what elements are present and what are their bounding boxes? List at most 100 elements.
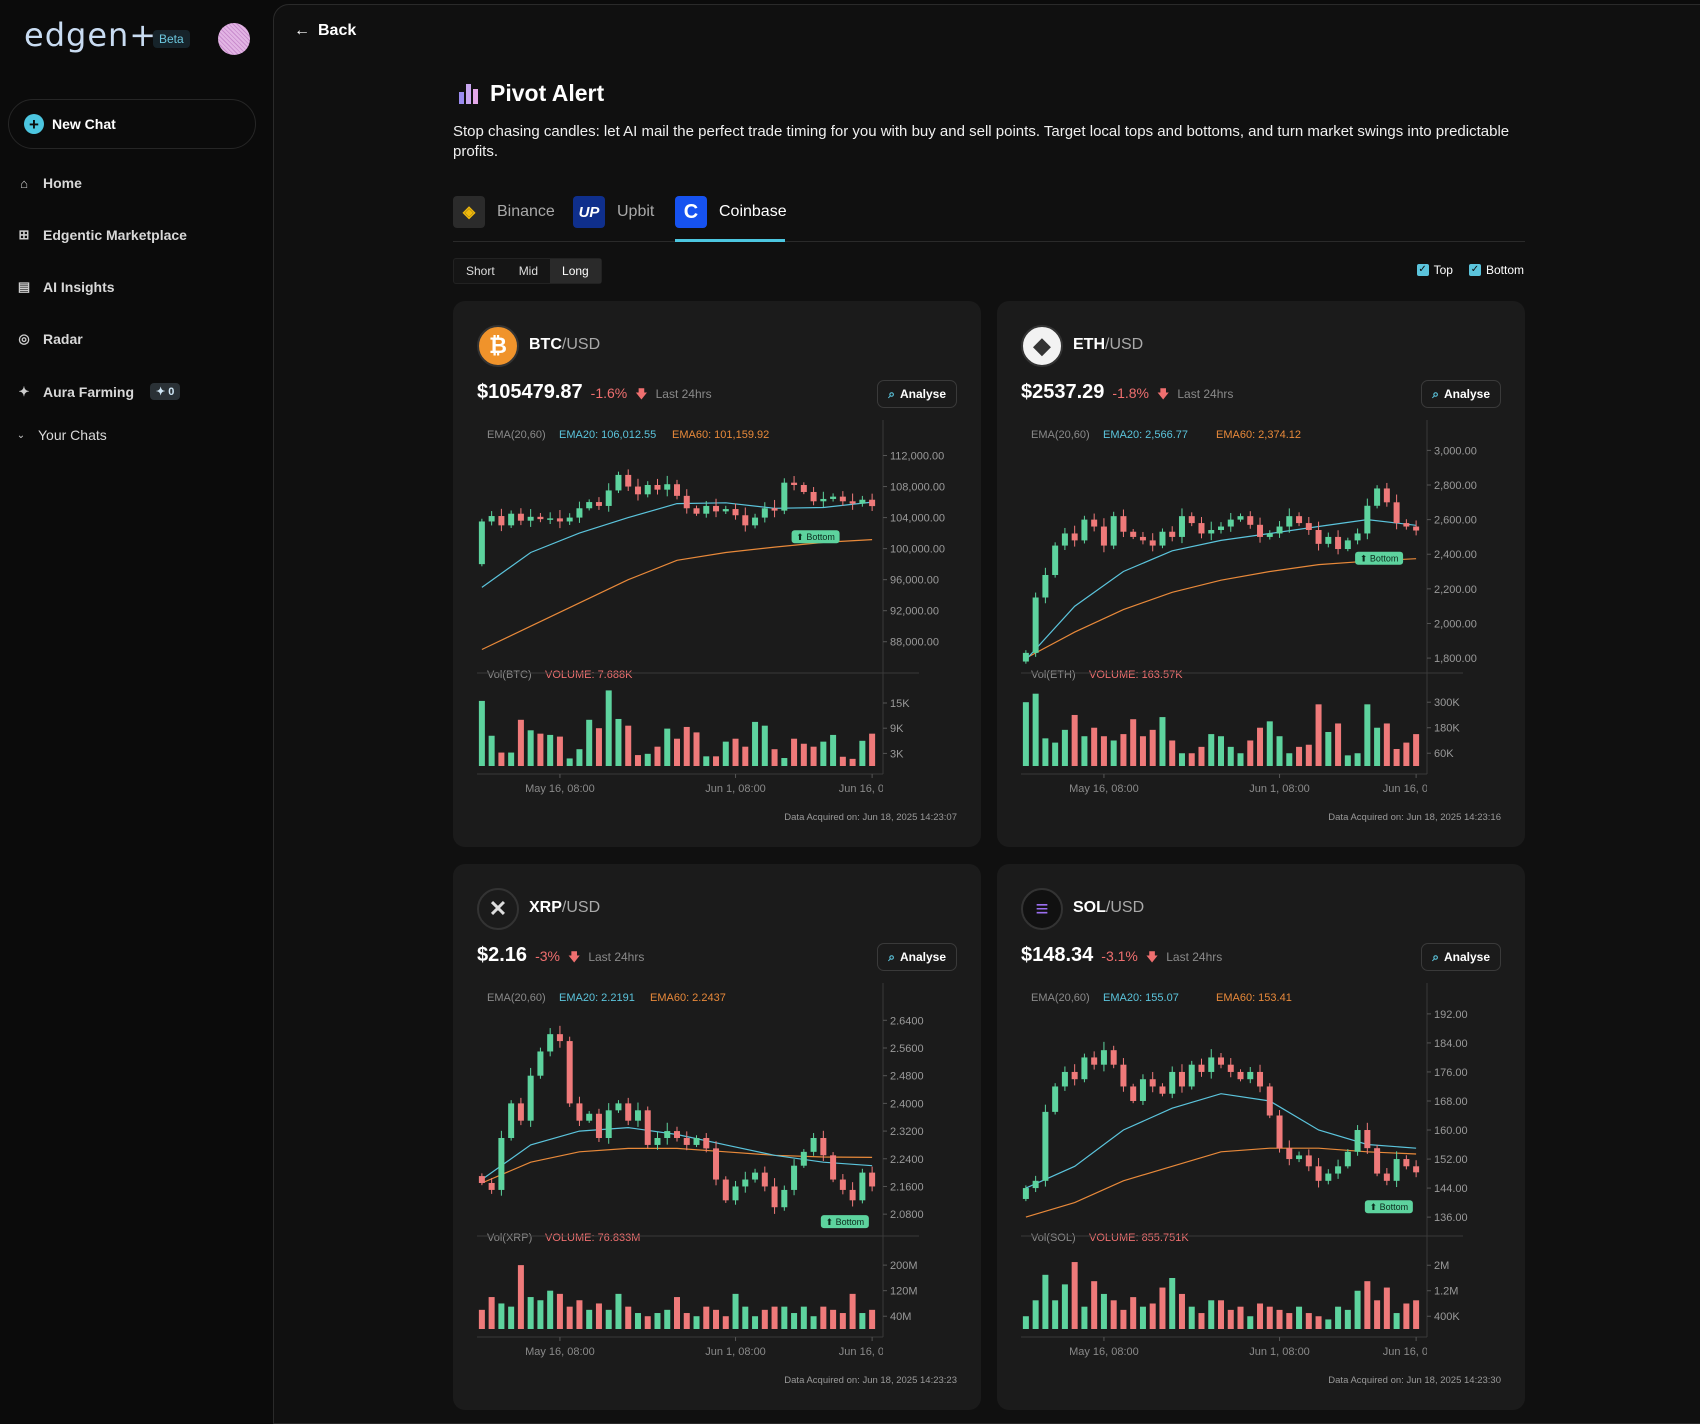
volume-bar (1315, 1316, 1322, 1329)
candle-body (703, 1138, 710, 1149)
y-tick-label: 2.3200 (890, 1126, 924, 1138)
candle-body (478, 1176, 485, 1183)
base-symbol: XRP (529, 899, 562, 916)
y-tick-label: 2.4800 (890, 1071, 924, 1083)
candle-body (1139, 536, 1146, 541)
tab-upbit[interactable]: UP Upbit (573, 195, 654, 229)
volume-tick-label: 2M (1434, 1260, 1449, 1272)
volume-bar (517, 719, 524, 766)
top-checkbox[interactable]: ✓ Top (1416, 263, 1453, 277)
analyse-button[interactable]: ⌕ Analyse (877, 380, 957, 408)
volume-legend: Vol(SOL) (1031, 1232, 1076, 1244)
volume-bar (517, 1265, 524, 1329)
candle-body (1100, 1050, 1107, 1065)
eth-icon: ◆ (1021, 325, 1063, 367)
sidebar-item-home[interactable]: ⌂ Home (17, 175, 82, 191)
volume-bar (713, 756, 720, 766)
x-tick-label: Jun 1, 08:00 (1249, 783, 1310, 795)
volume-bar (1296, 1306, 1303, 1329)
y-tick-label: 3,000.00 (1434, 445, 1477, 457)
sidebar-item-radar[interactable]: ◎ Radar (17, 331, 82, 347)
candle-body (576, 508, 583, 518)
volume-tick-label: 120M (890, 1286, 918, 1298)
document-icon: ▤ (17, 279, 31, 294)
analyse-label: Analyse (1443, 387, 1490, 401)
candle-body (849, 501, 856, 504)
volume-bar (498, 1303, 505, 1329)
candle-body (644, 485, 651, 495)
tab-coinbase[interactable]: C Coinbase (675, 195, 787, 229)
checkbox-label: Bottom (1485, 263, 1524, 277)
y-tick-label: 2,600.00 (1434, 515, 1477, 527)
candlestick-chart[interactable]: EMA(20,60) EMA20: 106,012.55 EMA60: 101,… (477, 420, 957, 801)
volume-value: VOLUME: 163.57K (1089, 669, 1183, 681)
candle-body (1110, 1050, 1117, 1065)
candle-body (722, 509, 729, 512)
candlestick-chart[interactable]: EMA(20,60) EMA20: 155.07 EMA60: 153.41 V… (1021, 983, 1501, 1364)
volume-bar (1139, 736, 1146, 766)
page-title: Pivot Alert (459, 80, 604, 107)
tab-binance[interactable]: ◈ Binance (453, 195, 555, 229)
candle-body (781, 1189, 788, 1208)
candle-body (634, 486, 641, 495)
coinbase-icon: C (675, 196, 707, 228)
search-icon: ⌕ (1432, 386, 1439, 401)
your-chats-toggle[interactable]: ⌄ Your Chats (14, 427, 107, 443)
new-chat-button[interactable]: + New Chat (8, 99, 256, 149)
candle-body (498, 1138, 505, 1190)
volume-bar (761, 1309, 768, 1329)
volume-bar (488, 1297, 495, 1329)
volume-bar (1178, 1293, 1185, 1329)
volume-bar (1344, 1309, 1351, 1329)
analyse-button[interactable]: ⌕ Analyse (877, 943, 957, 971)
y-tick-label: 2.6400 (890, 1015, 924, 1027)
candle-body (674, 484, 680, 496)
sidebar-item-marketplace[interactable]: ⊞ Edgentic Marketplace (17, 227, 187, 243)
bottom-checkbox[interactable]: ✓ Bottom (1468, 263, 1524, 277)
analyse-button[interactable]: ⌕ Analyse (1421, 943, 1501, 971)
candle-body (859, 1172, 866, 1201)
volume-bar (810, 1316, 817, 1329)
sidebar-item-aura-farming[interactable]: ✦ Aura Farming ✦ 0 (17, 383, 181, 400)
candle-body (1383, 1173, 1390, 1181)
search-icon: ⌕ (1432, 949, 1439, 964)
candle-body (547, 518, 554, 520)
timeframe-long[interactable]: Long (550, 259, 601, 283)
logo[interactable]: edgen+ (24, 16, 158, 54)
volume-value: VOLUME: 855.751K (1089, 1232, 1189, 1244)
candle-body (820, 1138, 827, 1156)
timeframe-short[interactable]: Short (466, 264, 495, 278)
timeframe-mid[interactable]: Mid (518, 264, 539, 278)
volume-bar (1413, 734, 1420, 766)
volume-tick-label: 1.2M (1434, 1286, 1458, 1298)
xrp-icon: ✕ (477, 888, 519, 930)
check-icon: ✓ (1416, 264, 1429, 276)
candlestick-chart[interactable]: EMA(20,60) EMA20: 2,566.77 EMA60: 2,374.… (1021, 420, 1501, 801)
candle-body (1120, 1064, 1127, 1087)
candle-body (1071, 1071, 1078, 1080)
candle-body (1247, 1071, 1254, 1080)
candlestick-chart[interactable]: EMA(20,60) EMA20: 2.2191 EMA60: 2.2437 V… (477, 983, 957, 1364)
avatar[interactable] (218, 23, 250, 55)
price-row: $148.34 -3.1% 🡇 Last 24hrs (1021, 944, 1222, 969)
candle-body (1042, 1111, 1049, 1181)
volume-bar (1071, 1262, 1078, 1329)
candle-body (478, 521, 485, 565)
sidebar-item-ai-insights[interactable]: ▤ AI Insights (17, 279, 115, 295)
volume-bar (761, 725, 768, 766)
y-tick-label: 112,000.00 (890, 451, 944, 463)
price-change: -3.1% (1101, 948, 1138, 964)
volume-bar (1100, 1293, 1107, 1329)
volume-bar (722, 741, 729, 766)
candle-body (1188, 516, 1195, 524)
x-tick-label: May 16, 08:00 (1069, 1346, 1139, 1358)
arrow-down-icon: 🡇 (1145, 950, 1159, 964)
search-icon: ⌕ (888, 949, 895, 964)
volume-bar (683, 1313, 690, 1329)
analyse-button[interactable]: ⌕ Analyse (1421, 380, 1501, 408)
candle-body (527, 516, 534, 521)
volume-bar (478, 700, 485, 766)
bottom-marker-label: ⬆ Bottom (826, 1217, 865, 1227)
back-button[interactable]: ← Back (294, 22, 356, 40)
check-icon: ✓ (1468, 264, 1481, 276)
